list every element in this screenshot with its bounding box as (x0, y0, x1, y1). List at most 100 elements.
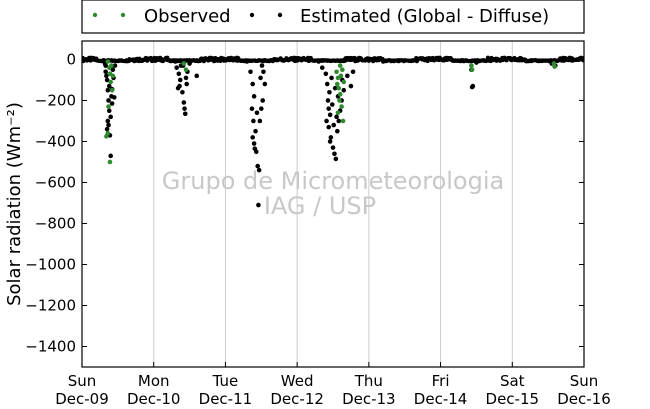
x-tick-label-day: Wed (281, 372, 314, 390)
observed-point (337, 98, 342, 103)
observed-point (183, 67, 189, 73)
y-axis-label: Solar radiation (Wm⁻²) (4, 102, 25, 306)
y-tick-label: −400 (35, 132, 76, 150)
estimated-point (328, 135, 334, 140)
estimated-point (104, 126, 110, 132)
observed-point (109, 87, 115, 93)
estimated-point (106, 122, 111, 128)
estimated-point (109, 101, 115, 106)
x-tick-label-date: Dec-09 (55, 390, 109, 408)
estimated-point (250, 81, 255, 87)
estimated-point (182, 106, 187, 111)
y-tick-label: −600 (35, 173, 76, 191)
estimated-point (261, 69, 266, 75)
estimated-point (380, 59, 386, 64)
estimated-point (257, 118, 263, 124)
legend-observed-label: Observed (144, 6, 231, 27)
estimated-point (333, 156, 339, 162)
estimated-point (325, 98, 331, 103)
estimated-point (105, 118, 111, 124)
observed-point (339, 104, 344, 109)
estimated-point (181, 100, 187, 105)
x-tick-label-date: Dec-12 (270, 390, 324, 408)
estimated-point (112, 63, 118, 68)
estimated-point (103, 69, 108, 75)
observed-point (552, 64, 557, 69)
estimated-point (319, 65, 325, 70)
y-tick-label: −1000 (25, 255, 76, 273)
estimated-point (110, 67, 116, 73)
x-tick-label-day: Sat (500, 372, 525, 390)
estimated-point (402, 58, 408, 63)
estimated-point (194, 73, 200, 79)
estimated-point (248, 69, 253, 75)
estimated-point (256, 202, 261, 208)
estimated-point (249, 106, 255, 111)
observed-point (335, 110, 341, 116)
estimated-point (251, 141, 257, 146)
observed-point (105, 59, 111, 64)
estimated-point (108, 114, 113, 120)
estimated-point (262, 81, 268, 87)
x-tick-label-day: Fri (432, 372, 450, 390)
legend-observed-marker-2 (120, 12, 126, 18)
estimated-point (258, 106, 264, 111)
estimated-point (187, 61, 192, 66)
observed-point (108, 79, 113, 85)
estimated-point (350, 69, 356, 75)
observed-point (105, 130, 111, 136)
estimated-point (324, 81, 330, 87)
watermark-line-2: IAG / USP (264, 192, 376, 220)
estimated-point (327, 112, 333, 118)
x-tick-label-day: Sun (68, 372, 97, 390)
estimated-point (260, 98, 266, 103)
y-tick-label: −1200 (25, 296, 76, 314)
legend-observed-marker-1 (92, 12, 98, 18)
estimated-point (254, 110, 260, 116)
observed-point (334, 69, 339, 75)
estimated-point (251, 118, 256, 124)
x-tick-label-date: Dec-11 (199, 390, 253, 408)
axis-ticks: SunDec-09MonDec-10TueDec-11WedDec-12ThuD… (25, 50, 611, 408)
x-tick-label-day: Thu (354, 372, 383, 390)
legend-estimated-marker-2 (277, 12, 283, 18)
estimated-point (183, 75, 189, 81)
observed-point (181, 61, 187, 66)
x-tick-label-date: Dec-13 (342, 390, 396, 408)
x-tick-label-day: Sun (570, 372, 599, 390)
series-observed (104, 59, 557, 165)
observed-point (337, 92, 343, 97)
estimated-point (258, 75, 263, 81)
estimated-point (331, 122, 337, 128)
estimated-point (332, 151, 337, 157)
observed-point (109, 63, 114, 68)
estimated-point (177, 83, 182, 89)
estimated-point (327, 139, 333, 144)
x-tick-label-date: Dec-10 (127, 390, 181, 408)
estimated-point (174, 65, 179, 70)
estimated-point (323, 71, 329, 77)
estimated-point (108, 153, 113, 159)
observed-point (106, 104, 111, 109)
estimated-point (327, 89, 332, 95)
estimated-point (329, 75, 334, 81)
estimated-point (251, 94, 257, 99)
gridlines (153, 41, 513, 367)
x-tick-label-day: Mon (138, 372, 170, 390)
observed-point (107, 159, 113, 165)
y-tick-label: −800 (35, 214, 76, 232)
observed-point (337, 63, 343, 68)
observed-point (110, 73, 116, 79)
estimated-point (348, 83, 354, 89)
estimated-point (106, 83, 112, 89)
plot-frame (81, 40, 585, 368)
estimated-point (330, 145, 336, 150)
estimated-point (176, 71, 182, 77)
estimated-point (104, 77, 110, 83)
estimated-point (334, 114, 339, 120)
legend-estimated-label: Estimated (Global - Diffuse) (300, 6, 549, 27)
estimated-point (177, 77, 183, 83)
estimated-point (345, 73, 350, 79)
estimated-point (105, 87, 111, 93)
